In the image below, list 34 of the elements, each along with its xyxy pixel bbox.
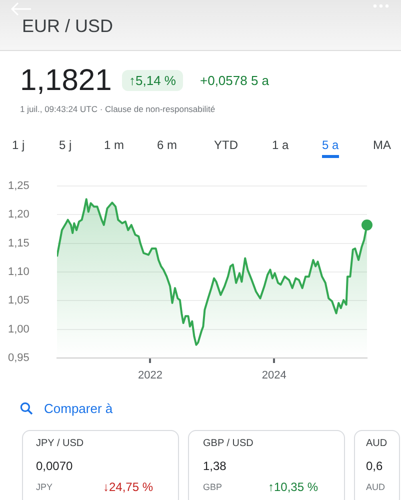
y-tick-label: 0,95 <box>8 352 30 364</box>
text: GBP <box>203 482 222 492</box>
x-tick-label: 2022 <box>138 370 162 382</box>
text: MA <box>373 138 391 152</box>
text: 1 juil., 09:43:24 UTC · Clause de non-responsabilité <box>20 104 216 114</box>
y-tick-label: 1,10 <box>8 266 30 278</box>
text: 1,1821 <box>20 64 112 98</box>
text: AUD <box>366 438 388 449</box>
y-tick-label: 1,05 <box>8 294 30 307</box>
text: 5 a <box>322 138 339 158</box>
text: GBP / USD <box>203 438 254 449</box>
text: 1 a <box>272 138 289 152</box>
y-tick-label: 1,15 <box>8 237 30 250</box>
text: ↑5,14 % <box>122 70 183 91</box>
text: 1 j <box>12 138 25 152</box>
y-tick-label: 1,25 <box>8 180 30 192</box>
text: +0,0578 5 a <box>200 73 270 88</box>
text: 0,6 <box>366 459 383 473</box>
text: ↑10,35 % <box>268 480 318 494</box>
text: AUD <box>366 482 386 492</box>
text: ↓24,75 % <box>103 480 154 494</box>
text: 0,0070 <box>36 459 73 473</box>
text: JPY <box>36 482 53 492</box>
x-tick-label: 2024 <box>262 370 286 382</box>
text: YTD <box>214 138 238 152</box>
text: 1,38 <box>203 459 226 473</box>
text: Comparer à <box>44 401 113 416</box>
text: 1 m <box>104 138 124 152</box>
text: JPY / USD <box>36 438 84 449</box>
y-tick-label: 1,00 <box>8 323 30 336</box>
chart-title: EUR / USD <box>22 16 114 37</box>
text: 6 m <box>157 138 178 152</box>
y-tick-label: 1,20 <box>8 208 30 221</box>
text: 5 j <box>59 138 72 152</box>
